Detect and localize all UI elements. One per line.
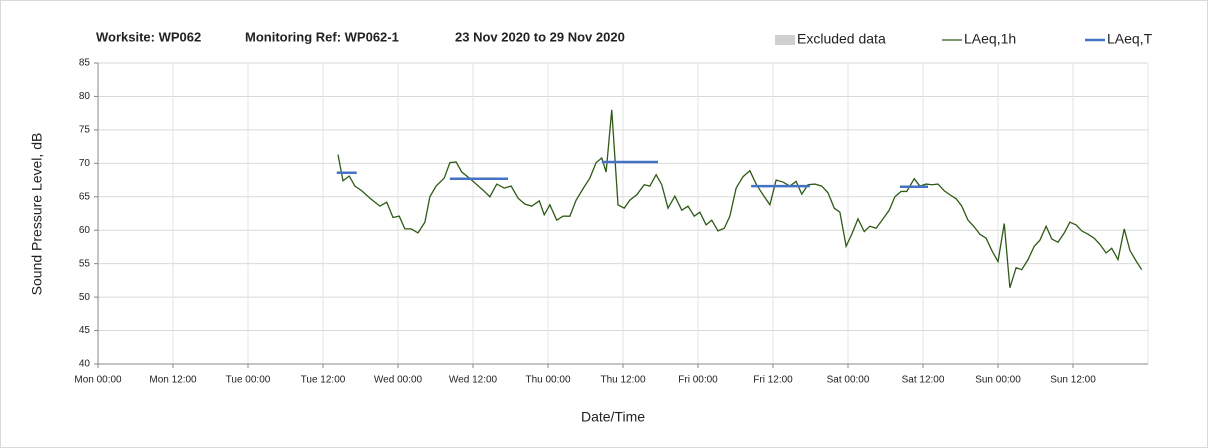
x-tick-label: Thu 12:00 bbox=[600, 375, 645, 386]
y-tick-label: 55 bbox=[79, 258, 91, 269]
y-tick-label: 45 bbox=[79, 325, 91, 336]
legend-label: Excluded data bbox=[797, 31, 886, 47]
legend-label: LAeq,T bbox=[1107, 31, 1153, 47]
x-tick-label: Wed 00:00 bbox=[374, 375, 423, 386]
y-tick-label: 50 bbox=[79, 292, 91, 303]
legend-swatch bbox=[775, 35, 795, 45]
legend-label: LAeq,1h bbox=[964, 31, 1016, 47]
x-tick-label: Fri 12:00 bbox=[753, 375, 793, 386]
y-tick-label: 85 bbox=[79, 58, 91, 69]
x-tick-label: Sun 00:00 bbox=[975, 375, 1021, 386]
x-tick-label: Tue 12:00 bbox=[301, 375, 346, 386]
x-tick-label: Fri 00:00 bbox=[678, 375, 718, 386]
x-tick-label: Sat 12:00 bbox=[902, 375, 945, 386]
title-worksite: Worksite: WP062 bbox=[96, 29, 201, 44]
x-tick-label: Sun 12:00 bbox=[1050, 375, 1096, 386]
y-tick-label: 60 bbox=[79, 225, 91, 236]
line-series bbox=[337, 109, 1143, 288]
y-tick-label: 65 bbox=[79, 191, 91, 202]
x-tick-label: Tue 00:00 bbox=[226, 375, 271, 386]
y-tick-label: 70 bbox=[79, 158, 91, 169]
title-ref: Monitoring Ref: WP062-1 bbox=[245, 29, 399, 44]
x-tick-label: Thu 00:00 bbox=[525, 375, 570, 386]
x-axis-label: Date/Time bbox=[581, 409, 645, 425]
x-tick-label: Wed 12:00 bbox=[449, 375, 498, 386]
x-tick-label: Mon 00:00 bbox=[74, 375, 122, 386]
y-tick-label: 40 bbox=[79, 359, 91, 370]
y-axis-label: Sound Pressure Level, dB bbox=[29, 133, 45, 296]
x-tick-label: Mon 12:00 bbox=[149, 375, 197, 386]
y-tick-label: 80 bbox=[79, 91, 91, 102]
title-dates: 23 Nov 2020 to 29 Nov 2020 bbox=[455, 29, 625, 44]
y-tick-label: 75 bbox=[79, 125, 91, 136]
x-tick-label: Sat 00:00 bbox=[827, 375, 870, 386]
